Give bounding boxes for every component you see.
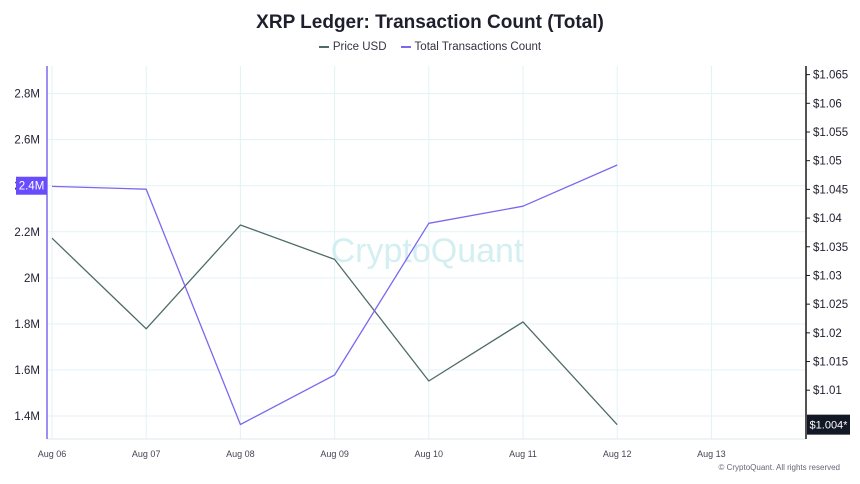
- legend-label-price: Price USD: [332, 41, 387, 53]
- legend-item-price[interactable]: Price USD: [318, 41, 387, 53]
- y-left-tick-label: 1.8M: [14, 319, 40, 331]
- y-right-tick-label: $1.05: [813, 156, 842, 168]
- y-right-tick-label: $1.045: [813, 184, 848, 196]
- y-right-tick-label: $1.065: [813, 70, 848, 82]
- y-right-current-label: $1.004*: [810, 420, 849, 432]
- legend-swatch-tx-count: [400, 46, 411, 48]
- y-left-tick-label: 2.2M: [14, 227, 40, 239]
- y-right-tick-label: $1.025: [813, 299, 848, 311]
- y-left-tick-label: 1.6M: [14, 365, 40, 377]
- y-right-tick-label: $1.055: [813, 127, 848, 139]
- legend-item-tx-count[interactable]: Total Transactions Count: [400, 41, 542, 53]
- y-right-tick-label: $1.06: [813, 98, 842, 110]
- y-left-current-label: 2.4M: [19, 181, 45, 193]
- watermark: CryptoQuant: [331, 232, 524, 270]
- x-tick-label: Aug 07: [132, 449, 161, 459]
- y-right-tick-label: $1.04: [813, 213, 842, 225]
- copyright-text: © CryptoQuant. All rights reserved: [718, 463, 841, 472]
- x-tick-label: Aug 09: [320, 449, 349, 459]
- y-right-current-marker: [807, 414, 850, 435]
- y-right-tick-label: $1.035: [813, 242, 848, 254]
- x-tick-label: Aug 06: [38, 449, 67, 459]
- y-right-tick-label: $1.015: [813, 357, 848, 369]
- legend-swatch-price: [318, 46, 329, 48]
- x-tick-label: Aug 11: [509, 449, 537, 459]
- y-left-tick-label: 1.4M: [14, 411, 40, 423]
- x-tick-label: Aug 12: [603, 449, 632, 459]
- y-right-tick-label: $1.02: [813, 328, 842, 340]
- y-left-tick-label: 2.8M: [14, 89, 40, 101]
- y-left-tick-label: 2M: [24, 273, 40, 285]
- x-tick-label: Aug 10: [415, 449, 444, 459]
- y-right-tick-label: $1.03: [813, 270, 842, 282]
- legend: Price USD Total Transactions Count: [0, 41, 860, 53]
- series-line-tx-count: [51, 164, 618, 426]
- y-left-tick-label: 2.6M: [14, 135, 40, 147]
- y-right-tick-label: $1.01: [813, 385, 842, 397]
- x-tick-label: Aug 13: [697, 449, 726, 459]
- x-tick-label: Aug 08: [226, 449, 255, 459]
- chart-title: XRP Ledger: Transaction Count (Total): [256, 12, 604, 33]
- series-line-price: [51, 224, 618, 426]
- legend-label-tx-count: Total Transactions Count: [414, 41, 542, 53]
- y-left-current-marker: [16, 176, 47, 195]
